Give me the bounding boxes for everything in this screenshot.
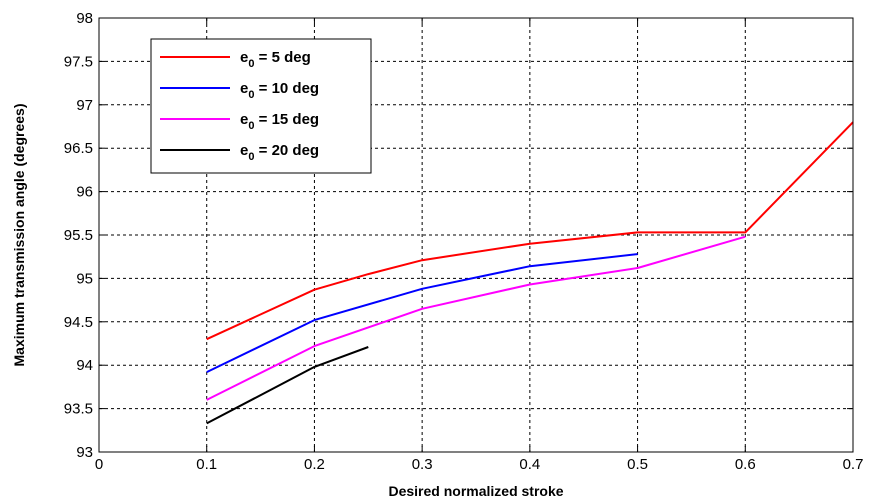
x-tick-label: 0.2: [304, 456, 325, 473]
series-line-1: [206, 121, 854, 341]
ticks: 0 0.1 0.2 0.3 0.4 0.5 0.6 0.7 93 93.5 94 94.5 95 95.5…: [64, 10, 864, 473]
series-line-3: [206, 235, 746, 401]
y-axis-label: Maximum transmission angle (degrees): [11, 104, 27, 367]
y-tick-label: 95.5: [64, 227, 93, 244]
y-tick-label: 96: [76, 184, 93, 201]
series-line-4: [206, 346, 369, 425]
y-tick-label: 93.5: [64, 401, 93, 418]
legend-label-4: e0 = 20 deg: [240, 142, 319, 163]
x-tick-label: 0.6: [735, 456, 756, 473]
x-tick-label: 0.4: [519, 456, 540, 473]
x-tick-label: 0.3: [412, 456, 433, 473]
x-axis-label: Desired normalized stroke: [388, 483, 563, 499]
legend-label-3: e0 = 15 deg: [240, 111, 319, 132]
y-tick-label: 96.5: [64, 140, 93, 157]
y-tick-label: 94.5: [64, 314, 93, 331]
x-tick-label: 0.1: [196, 456, 217, 473]
series-lines: [206, 121, 854, 425]
y-tick-label: 93: [76, 444, 93, 461]
legend: e0 = 5 deg e0 = 10 deg e0 = 15 deg e0 = 20 …: [150, 38, 372, 174]
y-tick-label: 97: [76, 97, 93, 114]
series-line-2: [206, 253, 638, 374]
x-tick-label: 0: [95, 456, 103, 473]
legend-label-2: e0 = 10 deg: [240, 80, 319, 101]
x-tick-label: 0.5: [627, 456, 648, 473]
legend-label-1: e0 = 5 deg: [240, 49, 311, 70]
x-tick-label: 0.7: [843, 456, 864, 473]
y-tick-label: 95: [76, 270, 93, 287]
y-tick-label: 94: [76, 357, 93, 374]
y-tick-label: 97.5: [64, 53, 93, 70]
y-tick-label: 98: [76, 10, 93, 27]
